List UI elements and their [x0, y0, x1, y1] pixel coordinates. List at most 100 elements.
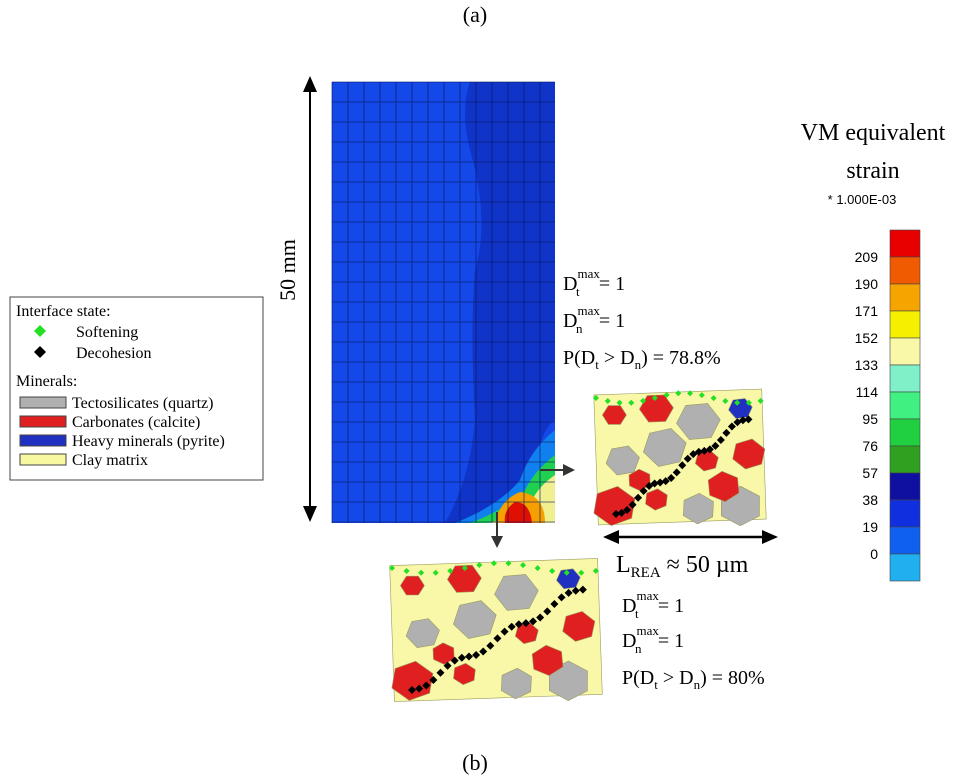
value: ) = 78.8%	[641, 347, 721, 369]
legend-item: Softening	[76, 324, 138, 341]
softening	[403, 567, 410, 574]
sub: t	[595, 357, 599, 372]
softening	[563, 569, 570, 576]
grain	[645, 488, 668, 511]
sub: REA	[631, 565, 661, 581]
decohesion	[415, 684, 424, 693]
decohesion	[422, 681, 431, 690]
softening	[651, 394, 658, 401]
decohesion	[479, 647, 488, 656]
value: = 1	[658, 630, 684, 652]
grain	[707, 470, 740, 503]
decohesion	[744, 415, 753, 424]
colorbar-label: 114	[856, 384, 879, 400]
svg-text:P(Dt > Dn) = 78.8%: P(Dt > Dn) = 78.8%	[563, 347, 721, 372]
grain	[500, 667, 532, 700]
softening	[663, 392, 670, 399]
sub: n	[635, 641, 642, 656]
colorbar-label: 133	[855, 357, 879, 373]
softening	[578, 569, 585, 576]
grain	[556, 568, 581, 590]
value: = 1	[599, 310, 625, 332]
colorbar-label: 57	[862, 465, 878, 481]
grain	[405, 618, 440, 649]
annotation: Dmax= 1 t Dmax= 1 n P(Dt > Dn) = 78.8%	[563, 266, 721, 372]
svg-text:Dmax= 1: Dmax= 1	[563, 266, 625, 295]
grain	[494, 574, 539, 611]
svg-text:Dmax= 1: Dmax= 1	[622, 623, 684, 652]
softening	[534, 565, 541, 572]
symbol: D	[622, 595, 636, 617]
decohesion	[550, 600, 559, 609]
sup: max	[577, 266, 600, 281]
decohesion	[738, 416, 747, 425]
decohesion	[639, 486, 648, 495]
grain	[391, 660, 434, 701]
svg-text:Dmax= 1: Dmax= 1	[622, 588, 684, 617]
colorbar-label: 190	[855, 276, 879, 292]
symbol: > D	[599, 347, 635, 369]
decohesion	[705, 445, 714, 454]
microstructure	[593, 388, 767, 527]
svg-text:P(Dt > Dn) = 80%: P(Dt > Dn) = 80%	[622, 667, 765, 692]
sub: t	[654, 677, 658, 692]
annotation: Dmax= 1 t Dmax= 1 n P(Dt > Dn) = 80%	[622, 588, 765, 692]
colorbar-swatch	[889, 445, 921, 474]
softening	[722, 398, 729, 405]
colorbar-title: strain	[846, 158, 899, 184]
grain	[453, 662, 476, 686]
legend-item: Decohesion	[76, 345, 152, 362]
decohesion	[667, 473, 676, 482]
decohesion	[678, 461, 687, 470]
sub: t	[635, 606, 639, 621]
legend: Interface state: Softening Decohesion Mi…	[9, 296, 264, 481]
decohesion	[645, 482, 654, 491]
colorbar-swatch	[889, 283, 921, 312]
colorbar-label: 95	[862, 411, 878, 427]
decohesion	[514, 620, 523, 629]
softening	[616, 399, 623, 406]
decohesion	[450, 656, 459, 665]
colorbar-label: 38	[862, 492, 878, 508]
grain	[676, 403, 721, 440]
decohesion	[628, 500, 637, 509]
value: = 1	[658, 595, 684, 617]
grain	[453, 600, 497, 639]
decohesion	[408, 686, 416, 694]
decohesion	[443, 661, 452, 670]
grain	[562, 611, 596, 642]
decohesion	[656, 478, 665, 487]
decohesion	[634, 493, 643, 502]
softening	[549, 568, 556, 575]
colorbar-swatch	[889, 553, 921, 582]
legend-title: Minerals:	[16, 373, 77, 390]
decohesion	[500, 627, 509, 636]
grain	[400, 575, 425, 596]
symbol: L	[616, 552, 631, 578]
decohesion	[571, 586, 580, 595]
softening	[592, 567, 599, 574]
decohesion	[694, 447, 703, 456]
colorbar-swatch	[889, 526, 921, 555]
symbol: > D	[658, 667, 694, 689]
grain	[639, 394, 674, 423]
decohesion	[543, 607, 552, 616]
softening	[640, 397, 647, 404]
softening	[432, 569, 439, 576]
decohesion	[521, 619, 530, 628]
grain	[531, 644, 564, 676]
sub: n	[635, 357, 642, 372]
softening	[757, 397, 764, 404]
decohesion	[716, 435, 725, 444]
decohesion	[486, 641, 495, 650]
softening	[418, 569, 425, 576]
softening	[687, 390, 694, 397]
decohesion	[650, 479, 659, 488]
colorbar-swatch	[889, 391, 921, 420]
decohesion	[457, 653, 466, 662]
colorbar-label: 76	[862, 438, 878, 454]
colorbar-swatch	[889, 256, 921, 285]
softening	[675, 390, 682, 397]
